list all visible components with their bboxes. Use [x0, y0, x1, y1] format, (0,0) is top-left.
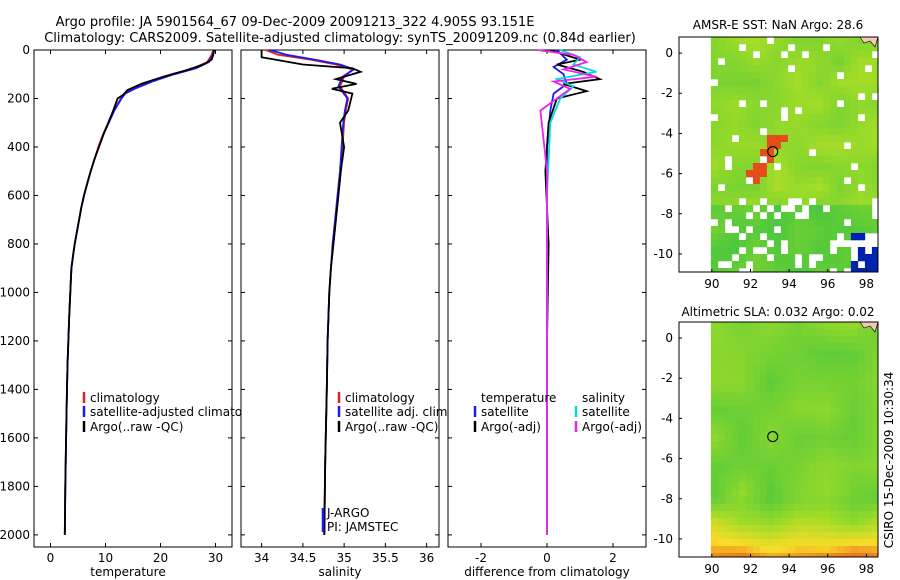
legend-argo: Argo(..raw -QC): [90, 420, 183, 434]
salinity-axes: [240, 49, 440, 548]
map-x-tick-label: 98: [859, 562, 874, 576]
argo-location-marker: [767, 146, 779, 158]
series-argo-raw-qc-: [63, 49, 215, 535]
series-salinity-satellite: [546, 49, 597, 535]
legend-satellite-adjusted: satellite-adjusted climatology: [90, 405, 268, 419]
map-y-tick-label: -10: [653, 247, 673, 261]
annotation-jargo: J-ARGO: [326, 506, 369, 520]
y-tick-label: 2000: [0, 528, 30, 542]
sst-map-title: AMSR-E SST: NaN Argo: 28.6: [693, 18, 863, 32]
figure-title-line2: Climatology: CARS2009. Satellite-adjuste…: [44, 31, 636, 46]
legend-argo-sal: Argo(..raw -QC): [345, 420, 438, 434]
x-tick-label: 34: [254, 551, 269, 565]
map-x-tick-label: 92: [743, 562, 758, 576]
y-tick-label: 1000: [0, 285, 30, 299]
map-x-tick-label: 96: [820, 562, 835, 576]
salinity-panel: 34 34.5 35 35.5 36 salinity climatology sate…: [240, 49, 451, 579]
x-tick-label: 30: [208, 551, 223, 565]
y-tick-label: 1200: [0, 334, 30, 348]
figure-title-line1: Argo profile: JA 5901564_67 09-Dec-2009 …: [56, 15, 535, 30]
temperature-legend: climatology satellite-adjusted climatolo…: [90, 391, 268, 434]
y-tick-label: 600: [7, 188, 30, 202]
legend-sal-argo: Argo(-adj): [582, 420, 642, 434]
map-y-tick-label: -8: [661, 492, 673, 506]
credit-text: CSIRO 15-Dec-2009 10:30:34: [882, 372, 896, 549]
map-frame: [678, 36, 879, 273]
legend-temp-argo: Argo(-adj): [481, 420, 541, 434]
x-tick-label: -2: [475, 551, 487, 565]
map-y-tick-label: -2: [661, 86, 673, 100]
map-y-tick-label: -4: [661, 411, 673, 425]
argo-location-marker: [767, 431, 779, 443]
map-y-tick-label: -2: [661, 371, 673, 385]
y-tick-label: 1400: [0, 382, 30, 396]
map-x-tick-label: 90: [704, 277, 719, 291]
map-y-tick-label: -4: [661, 126, 673, 140]
y-tick-label: 800: [7, 237, 30, 251]
x-tick-label: 20: [153, 551, 168, 565]
salinity-xlabel: salinity: [318, 565, 361, 579]
legend-temp-satellite: satellite: [481, 405, 529, 419]
sla-field: [710, 322, 879, 558]
series-argo-raw-qc-: [260, 50, 364, 535]
map-frame: [678, 321, 879, 558]
legend-satellite-sal: satellite adj. clim.: [345, 405, 451, 419]
sla-map-title: Altimetric SLA: 0.032 Argo: 0.02: [681, 305, 874, 319]
x-tick-label: 35.5: [372, 551, 399, 565]
map-x-tick-label: 94: [781, 562, 796, 576]
temperature-axes: [33, 49, 233, 548]
map-x-tick-label: 94: [781, 277, 796, 291]
difference-panel: -2 0 2 difference from climatology tempera…: [447, 49, 647, 579]
annotation-pi: PI: JAMSTEC: [327, 520, 398, 534]
temperature-panel: 0 10 20 30 0 200 400 600 800 1000 1200 1400 1600 1800…: [0, 43, 268, 579]
x-tick-label: 35: [336, 551, 351, 565]
legend-salinity-header: salinity: [582, 391, 625, 405]
map-y-tick-label: -6: [661, 452, 673, 466]
sst-map-panel: AMSR-E SST: NaN Argo: 28.6 90 92 94 96 98 0 -2…: [653, 18, 879, 291]
legend-climatology: climatology: [90, 391, 160, 405]
legend-climatology-sal: climatology: [345, 391, 415, 405]
legend-sal-satellite: satellite: [582, 405, 630, 419]
salinity-legend: climatology satellite adj. clim. Argo(..…: [345, 391, 451, 434]
x-tick-label: 2: [609, 551, 617, 565]
y-tick-label: 1600: [0, 431, 30, 445]
map-y-tick-label: -6: [661, 167, 673, 181]
x-tick-label: 10: [98, 551, 113, 565]
y-tick-label: 200: [7, 91, 30, 105]
temperature-xlabel: temperature: [90, 565, 165, 579]
map-y-tick-label: 0: [665, 46, 673, 60]
map-y-tick-label: 0: [665, 331, 673, 345]
x-tick-label: 0: [543, 551, 551, 565]
x-tick-label: 36: [419, 551, 434, 565]
map-y-tick-label: -8: [661, 207, 673, 221]
x-tick-label: 34.5: [290, 551, 317, 565]
y-tick-label: 400: [7, 140, 30, 154]
legend-temperature-header: temperature: [481, 391, 556, 405]
sla-map-panel: Altimetric SLA: 0.032 Argo: 0.02 90 92 94 9…: [653, 305, 879, 576]
map-x-tick-label: 96: [820, 277, 835, 291]
series-salinity-argo-adj-: [536, 49, 597, 535]
difference-legend: temperature satellite Argo(-adj) salinit…: [481, 391, 642, 434]
map-x-tick-label: 92: [743, 277, 758, 291]
y-tick-label: 0: [22, 43, 30, 57]
map-y-tick-label: -10: [653, 532, 673, 546]
difference-xlabel: difference from climatology: [464, 565, 630, 579]
sst-field: [710, 37, 879, 273]
map-x-tick-label: 90: [704, 562, 719, 576]
y-tick-label: 1800: [0, 479, 30, 493]
x-tick-label: 0: [47, 551, 55, 565]
map-x-tick-label: 98: [859, 277, 874, 291]
series-temperature-argo-adj-: [544, 49, 604, 535]
